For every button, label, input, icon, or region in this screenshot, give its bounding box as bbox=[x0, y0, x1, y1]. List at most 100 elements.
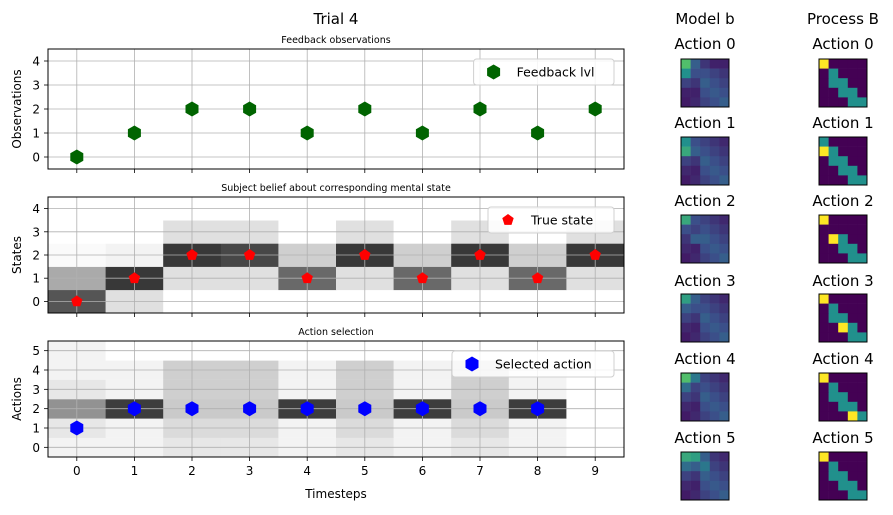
process-matrix-cell bbox=[857, 215, 868, 225]
model-matrix-cell bbox=[709, 156, 720, 167]
model-matrix-cell bbox=[681, 215, 691, 225]
feedback-data-point bbox=[127, 125, 141, 141]
process-matrix-title: Action 5 bbox=[812, 429, 873, 447]
process-matrix-cell bbox=[819, 411, 829, 422]
model-matrix-cell bbox=[700, 146, 711, 157]
process-matrix-cell bbox=[828, 78, 839, 89]
process-matrix-cell bbox=[847, 146, 858, 157]
model-matrix-cell bbox=[681, 480, 691, 491]
model-matrix-cell bbox=[681, 411, 691, 422]
model-matrix-cell bbox=[719, 322, 730, 333]
model-matrix-frame bbox=[680, 136, 730, 186]
model-matrix-cell bbox=[700, 322, 711, 333]
model-matrix-cell bbox=[719, 392, 730, 403]
process-matrix-cell bbox=[847, 87, 858, 98]
model-matrix-cell bbox=[690, 373, 701, 383]
model-matrix-cell bbox=[709, 392, 720, 403]
process-matrix-cell bbox=[819, 137, 829, 147]
model-matrix-cell bbox=[709, 294, 720, 304]
process-matrix-cell bbox=[838, 234, 849, 245]
model-matrix-cell bbox=[690, 253, 701, 264]
model-matrix-frame bbox=[680, 58, 730, 108]
model-matrix-cell bbox=[719, 146, 730, 157]
process-matrix-cell bbox=[847, 461, 858, 472]
states-y-tick-label: 4 bbox=[32, 202, 40, 216]
process-matrix-cell bbox=[838, 68, 849, 79]
model-matrix-cell bbox=[700, 303, 711, 314]
process-matrix-cell bbox=[819, 175, 829, 186]
model-matrix-cell bbox=[719, 215, 730, 225]
process-matrix-cell bbox=[857, 411, 868, 422]
model-matrix-cell bbox=[719, 253, 730, 264]
process-matrix-cell bbox=[838, 461, 849, 472]
feedback-data-point bbox=[70, 149, 84, 165]
process-matrix-cell bbox=[819, 165, 829, 176]
model-column-title: Model b bbox=[675, 10, 734, 28]
process-matrix-cell bbox=[819, 156, 829, 167]
model-matrix-cell bbox=[709, 253, 720, 264]
feedback-legend-box bbox=[473, 58, 615, 86]
actions-legend-box bbox=[451, 350, 615, 378]
process-matrix-cell bbox=[847, 322, 858, 333]
process-matrix-cell bbox=[857, 392, 868, 403]
model-matrix-cell bbox=[700, 382, 711, 393]
model-matrix-cell bbox=[719, 234, 730, 245]
model-matrix-cell bbox=[681, 175, 691, 186]
states-legend-box bbox=[487, 206, 615, 234]
process-matrix-cell bbox=[838, 480, 849, 491]
feedback-y-tick-label: 1 bbox=[32, 127, 40, 141]
process-matrix-cell bbox=[838, 373, 849, 383]
model-matrix-cell bbox=[681, 322, 691, 333]
process-matrix-frame bbox=[818, 214, 868, 264]
model-matrix-cell bbox=[719, 382, 730, 393]
model-matrix-cell bbox=[709, 480, 720, 491]
process-matrix-cell bbox=[847, 392, 858, 403]
model-matrix-cell bbox=[709, 234, 720, 245]
process-matrix-cell bbox=[828, 382, 839, 393]
model-matrix-cell bbox=[690, 461, 701, 472]
model-matrix-cell bbox=[690, 156, 701, 167]
process-matrix-cell bbox=[828, 165, 839, 176]
process-matrix-cell bbox=[838, 156, 849, 167]
model-matrix-cell bbox=[690, 68, 701, 79]
process-matrix-cell bbox=[828, 452, 839, 462]
process-matrix-cell bbox=[838, 175, 849, 186]
model-matrix-cell bbox=[690, 175, 701, 186]
process-matrix-cell bbox=[828, 322, 839, 333]
process-matrix-cell bbox=[828, 294, 839, 304]
model-matrix-cell bbox=[719, 461, 730, 472]
model-matrix-cell bbox=[690, 480, 701, 491]
process-matrix-cell bbox=[828, 97, 839, 108]
process-matrix-cell bbox=[838, 452, 849, 462]
model-matrix-cell bbox=[709, 313, 720, 324]
process-matrix-title: Action 2 bbox=[812, 192, 873, 210]
process-matrix-frame bbox=[818, 293, 868, 343]
process-matrix-cell bbox=[857, 243, 868, 254]
model-matrix-cell bbox=[690, 243, 701, 254]
model-matrix-cell bbox=[719, 78, 730, 89]
actions-legend-label: Selected action bbox=[495, 357, 592, 372]
model-matrix-frame bbox=[680, 214, 730, 264]
model-matrix-cell bbox=[700, 401, 711, 412]
process-matrix-cell bbox=[857, 452, 868, 462]
process-column-title: Process B bbox=[807, 10, 879, 28]
states-data-point bbox=[71, 295, 83, 307]
process-matrix-cell bbox=[847, 97, 858, 108]
model-matrix-cell bbox=[681, 243, 691, 254]
model-matrix-cell bbox=[709, 411, 720, 422]
model-matrix-cell bbox=[700, 243, 711, 254]
model-matrix-cell bbox=[719, 294, 730, 304]
process-matrix-cell bbox=[819, 373, 829, 383]
model-matrix-cell bbox=[681, 156, 691, 167]
model-matrix-cell bbox=[690, 322, 701, 333]
process-matrix-cell bbox=[847, 480, 858, 491]
feedback-y-tick-label: 0 bbox=[32, 151, 40, 165]
model-matrix-cell bbox=[690, 313, 701, 324]
model-matrix-cell bbox=[719, 313, 730, 324]
process-matrix-cell bbox=[847, 411, 858, 422]
process-matrix-cell bbox=[828, 332, 839, 343]
model-matrix-cell bbox=[690, 234, 701, 245]
process-matrix-cell bbox=[828, 215, 839, 225]
model-matrix-cell bbox=[681, 452, 691, 462]
model-matrix-cell bbox=[709, 59, 720, 69]
